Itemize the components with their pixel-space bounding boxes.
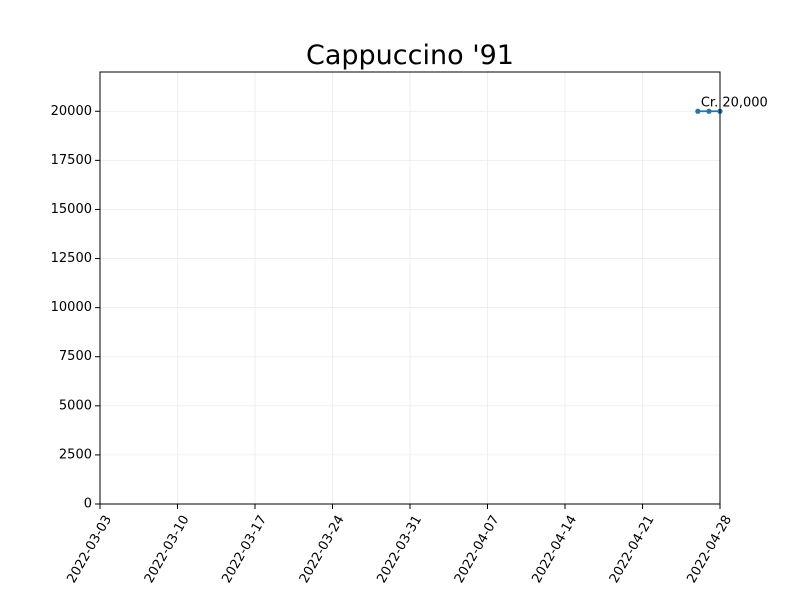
y-tick-label: 2500 (59, 447, 92, 462)
y-tick-label: 10000 (51, 300, 92, 315)
grid (99, 72, 721, 505)
y-tick-label: 15000 (51, 202, 92, 217)
x-tick-label: 2022-04-21 (607, 513, 658, 586)
x-tick-label: 2022-03-03 (64, 513, 115, 586)
x-tick-label: 2022-04-28 (684, 513, 735, 586)
x-tick-label: 2022-04-14 (529, 513, 580, 586)
y-tick-label: 5000 (59, 398, 92, 413)
y-tick-label: 0 (84, 497, 92, 512)
data-point (706, 108, 712, 114)
y-tick-label: 12500 (51, 251, 92, 266)
series-layer (695, 108, 723, 114)
x-tick-label: 2022-04-07 (452, 513, 503, 586)
y-tick-label: 7500 (59, 349, 92, 364)
data-label: Cr. 20,000 (701, 95, 768, 110)
x-tick-label: 2022-03-31 (374, 513, 425, 586)
annotation-layer: Cr. 20,000 (701, 95, 768, 110)
chart-title: Cappuccino '91 (306, 40, 514, 71)
y-tick-label: 20000 (51, 104, 92, 119)
y-tick-label: 17500 (51, 153, 92, 168)
data-point (695, 108, 701, 114)
x-axis: 2022-03-03 2022-03-10 2022-03-17 2022-03-24… (64, 504, 735, 586)
x-tick-label: 2022-03-17 (219, 513, 270, 586)
x-tick-label: 2022-03-24 (297, 513, 348, 586)
y-axis: 0 2500 5000 7500 10000 12500 15000 17500 20000 (51, 104, 100, 512)
x-tick-label: 2022-03-10 (142, 513, 193, 586)
